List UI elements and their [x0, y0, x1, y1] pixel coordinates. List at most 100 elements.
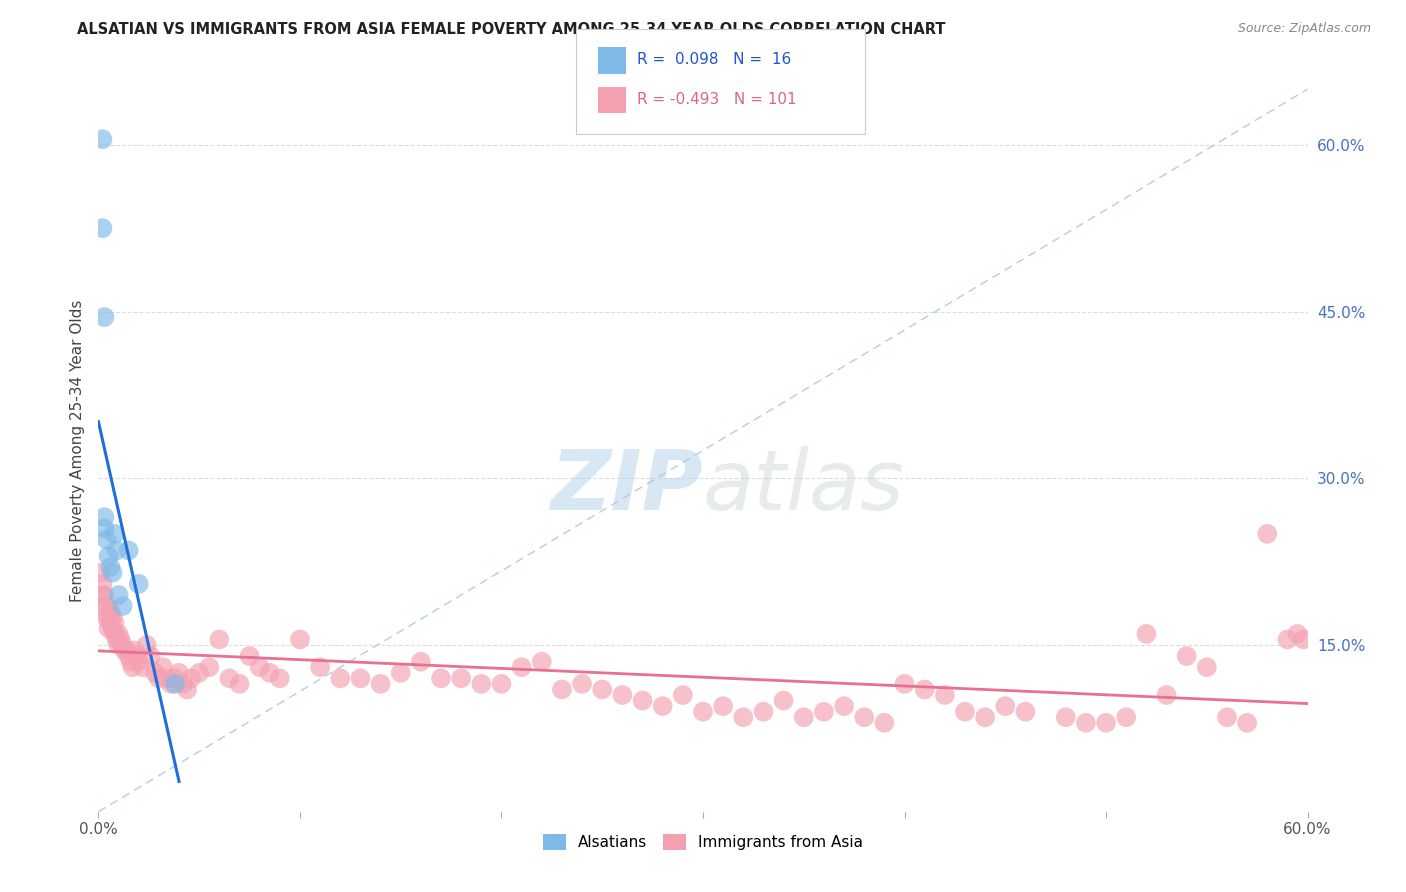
Point: [172, 677, 194, 691]
Point: [228, 677, 250, 691]
Point: [96, 610, 118, 624]
Point: [103, 627, 125, 641]
Point: [239, 649, 262, 664]
Point: [120, 655, 142, 669]
Point: [571, 677, 593, 691]
Point: [208, 632, 231, 647]
Point: [121, 660, 143, 674]
Point: [163, 677, 186, 691]
Point: [118, 649, 141, 664]
Point: [893, 677, 915, 691]
Point: [128, 577, 150, 591]
Point: [97, 621, 120, 635]
Point: [91, 577, 114, 591]
Point: [1195, 660, 1218, 674]
Text: ZIP: ZIP: [550, 446, 703, 527]
Point: [491, 677, 513, 691]
Text: R =  0.098   N =  16: R = 0.098 N = 16: [637, 53, 792, 67]
Point: [101, 621, 124, 635]
Point: [1175, 649, 1198, 664]
Point: [1277, 632, 1299, 647]
Point: [692, 705, 714, 719]
Point: [118, 543, 141, 558]
Point: [91, 132, 114, 146]
Point: [772, 693, 794, 707]
Point: [124, 643, 146, 657]
Point: [100, 560, 122, 574]
Point: [91, 221, 114, 235]
Point: [612, 688, 634, 702]
Point: [218, 671, 240, 685]
Point: [198, 660, 221, 674]
Point: [110, 632, 132, 647]
Point: [1256, 526, 1278, 541]
Point: [934, 688, 956, 702]
Point: [259, 665, 281, 680]
Y-axis label: Female Poverty Among 25-34 Year Olds: Female Poverty Among 25-34 Year Olds: [69, 300, 84, 601]
Point: [953, 705, 976, 719]
Text: atlas: atlas: [703, 446, 904, 527]
Point: [105, 632, 128, 647]
Point: [1292, 632, 1315, 647]
Point: [752, 705, 775, 719]
Text: R = -0.493   N = 101: R = -0.493 N = 101: [637, 93, 797, 107]
Point: [994, 699, 1017, 714]
Point: [107, 627, 129, 641]
Point: [1014, 705, 1036, 719]
Point: [103, 526, 125, 541]
Point: [329, 671, 352, 685]
Point: [1115, 710, 1137, 724]
Point: [125, 649, 148, 664]
Text: ALSATIAN VS IMMIGRANTS FROM ASIA FEMALE POVERTY AMONG 25-34 YEAR OLDS CORRELATIO: ALSATIAN VS IMMIGRANTS FROM ASIA FEMALE …: [77, 22, 946, 37]
Point: [974, 710, 997, 724]
Point: [733, 710, 755, 724]
Text: Source: ZipAtlas.com: Source: ZipAtlas.com: [1237, 22, 1371, 36]
Point: [370, 677, 392, 691]
Point: [93, 588, 115, 602]
Point: [389, 665, 412, 680]
Point: [1074, 715, 1097, 730]
Point: [1135, 627, 1157, 641]
Point: [551, 682, 574, 697]
Point: [96, 599, 118, 613]
Point: [1156, 688, 1178, 702]
Point: [1286, 627, 1309, 641]
Point: [103, 615, 125, 630]
Legend: Alsatians, Immigrants from Asia: Alsatians, Immigrants from Asia: [537, 828, 869, 856]
Point: [167, 665, 190, 680]
Point: [309, 660, 332, 674]
Point: [111, 638, 134, 652]
Point: [188, 665, 211, 680]
Point: [96, 533, 118, 547]
Point: [101, 610, 124, 624]
Point: [148, 671, 170, 685]
Point: [156, 671, 179, 685]
Point: [107, 588, 129, 602]
Point: [100, 605, 122, 619]
Point: [105, 543, 128, 558]
Point: [176, 682, 198, 697]
Point: [793, 710, 815, 724]
Point: [180, 671, 202, 685]
Point: [135, 638, 157, 652]
Point: [591, 682, 613, 697]
Point: [450, 671, 472, 685]
Point: [143, 665, 166, 680]
Point: [93, 599, 115, 613]
Point: [93, 510, 115, 524]
Point: [1216, 710, 1239, 724]
Point: [631, 693, 654, 707]
Point: [91, 588, 114, 602]
Point: [269, 671, 291, 685]
Point: [853, 710, 876, 724]
Point: [813, 705, 835, 719]
Point: [430, 671, 453, 685]
Point: [672, 688, 695, 702]
Point: [97, 610, 120, 624]
Point: [114, 643, 136, 657]
Point: [832, 699, 855, 714]
Point: [249, 660, 271, 674]
Point: [115, 643, 138, 657]
Point: [100, 615, 122, 630]
Point: [711, 699, 734, 714]
